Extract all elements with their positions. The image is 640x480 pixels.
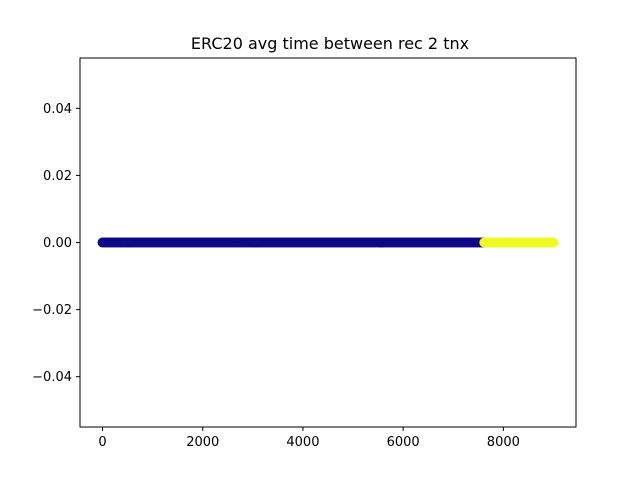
- x-tick-label: 0: [98, 435, 106, 450]
- x-tick-label: 2000: [186, 435, 219, 450]
- y-tick-label: −0.02: [32, 303, 72, 318]
- data-points: [97, 237, 559, 248]
- x-tick-label: 8000: [487, 435, 520, 450]
- x-axis: 0 2000 4000 6000 8000: [98, 427, 520, 450]
- chart-title: ERC20 avg time between rec 2 tnx: [191, 34, 469, 53]
- x-tick-label: 6000: [387, 435, 420, 450]
- y-tick-label: 0.00: [43, 236, 72, 251]
- y-tick-label: 0.02: [43, 169, 72, 184]
- data-point: [548, 237, 559, 248]
- y-axis: 0.04 0.02 0.00 −0.02 −0.04: [32, 102, 80, 385]
- x-tick-label: 4000: [286, 435, 319, 450]
- y-tick-label: 0.04: [43, 102, 72, 117]
- y-tick-label: −0.04: [32, 370, 72, 385]
